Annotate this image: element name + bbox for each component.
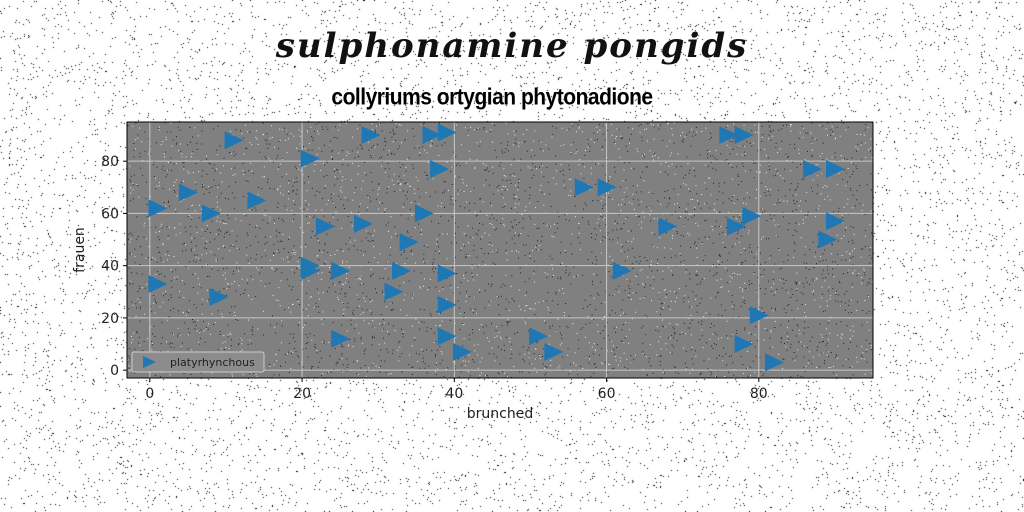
y-axis-ticks: 0 20 40 60 80 [101,154,127,379]
data-point [315,217,335,236]
data-point [399,233,419,252]
data-point [430,160,450,179]
data-point [719,126,739,145]
data-point [437,295,457,314]
data-point [331,329,351,348]
data-point [544,342,564,361]
data-point [414,204,434,223]
data-point [597,178,617,197]
legend: platyrhynchous [131,351,265,373]
data-point [148,199,168,218]
data-point [742,207,762,226]
data-point [361,126,381,145]
x-tick-label: 80 [750,386,768,402]
data-point [825,212,845,231]
y-axis-label: frauen [72,227,88,273]
data-point [825,160,845,179]
data-point [452,342,472,361]
data-point [765,353,785,372]
data-point [749,306,769,325]
x-axis-label: brunched [467,406,533,422]
x-axis-ticks: 0 20 40 60 80 [145,378,768,402]
data-point [803,160,823,179]
data-point [437,264,457,283]
data-point [148,274,168,293]
data-point [178,183,198,202]
x-tick-label: 40 [445,386,463,402]
data-point [201,204,221,223]
y-tick-label: 40 [101,259,119,275]
chart-title: collyriums ortygian phytonadione [331,84,653,111]
plot-area [127,122,873,378]
data-point [300,149,320,168]
data-point [331,261,351,280]
data-point [529,327,549,346]
data-point [437,327,457,346]
data-point [209,288,229,307]
legend-box [131,351,265,373]
y-tick-label: 60 [101,206,119,222]
data-point [734,335,754,354]
data-point [574,178,594,197]
data-point [224,131,244,150]
data-point [247,191,267,210]
x-tick-label: 20 [293,386,311,402]
data-point [734,126,754,145]
x-tick-label: 60 [598,386,616,402]
y-tick-label: 0 [110,363,119,379]
data-point [726,217,746,236]
data-point [300,261,320,280]
data-point [422,126,442,145]
data-point [353,214,373,233]
y-tick-label: 20 [101,311,119,327]
data-point [437,123,457,142]
data-point [658,217,678,236]
legend-entry-label: platyrhynchous [170,356,255,369]
plot-frame [126,121,874,379]
data-point [818,230,838,249]
legend-marker-icon [143,356,156,368]
y-tick-label: 80 [101,154,119,170]
data-points [148,123,845,372]
data-point [384,282,404,301]
data-point [392,261,412,280]
x-tick-label: 0 [145,386,154,402]
figure-suptitle: sulphonamine pongids [275,26,749,66]
data-point [612,261,632,280]
